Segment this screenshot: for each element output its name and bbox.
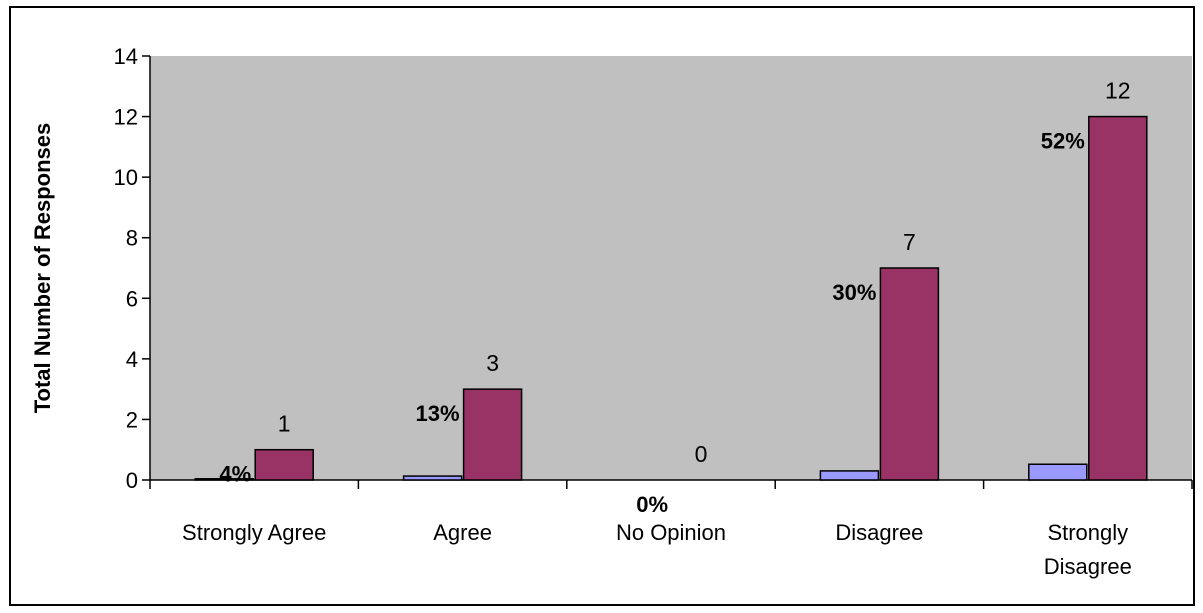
data-label-count: 7 — [903, 229, 916, 255]
y-tick-label: 10 — [114, 165, 138, 190]
y-axis: 0 2 4 6 8 10 12 14 — [114, 44, 151, 493]
bar-series-1 — [1028, 463, 1088, 481]
bar-series-2 — [254, 448, 314, 481]
plot-area — [150, 56, 1192, 480]
y-tick-label: 0 — [126, 468, 138, 493]
data-label-percent: 13% — [416, 401, 460, 426]
data-label-count: 1 — [278, 411, 291, 437]
x-tick-label: Agree — [433, 520, 492, 545]
x-axis: Strongly Agree Agree No Opinion Disagree Str… — [149, 479, 1193, 579]
y-tick-label: 8 — [126, 226, 138, 251]
x-tick-label: No Opinion — [616, 520, 726, 545]
data-label-percent: 30% — [832, 280, 876, 305]
x-tick-label: Disagree — [835, 520, 923, 545]
bar-series-2 — [462, 388, 523, 481]
y-axis-label: Total Number of Responses — [30, 123, 55, 414]
bar-series-1 — [819, 470, 880, 481]
data-label-percent: 0% — [636, 492, 668, 517]
y-tick-label: 4 — [126, 347, 138, 372]
bar-series-2 — [879, 267, 940, 481]
data-label-percent: 52% — [1041, 129, 1085, 154]
y-tick-label: 2 — [126, 407, 138, 432]
bar-series-1 — [194, 478, 254, 481]
bars — [194, 115, 1148, 481]
y-tick-label: 14 — [114, 44, 138, 69]
data-label-count: 3 — [486, 350, 499, 376]
data-labels: 1 4% 3 13% 0 0% 7 30% 12 52% — [219, 78, 1130, 517]
x-tick-label: Strongly Agree — [182, 520, 326, 545]
data-label-count: 12 — [1105, 78, 1131, 104]
data-label-percent: 4% — [219, 462, 251, 487]
bar-series-2 — [1088, 115, 1148, 481]
bar-series-1 — [402, 475, 463, 481]
y-tick-label: 12 — [114, 105, 138, 130]
x-tick-label: Strongly Disagree — [1044, 520, 1132, 579]
data-label-count: 0 — [695, 441, 708, 467]
y-tick-label: 6 — [126, 286, 138, 311]
